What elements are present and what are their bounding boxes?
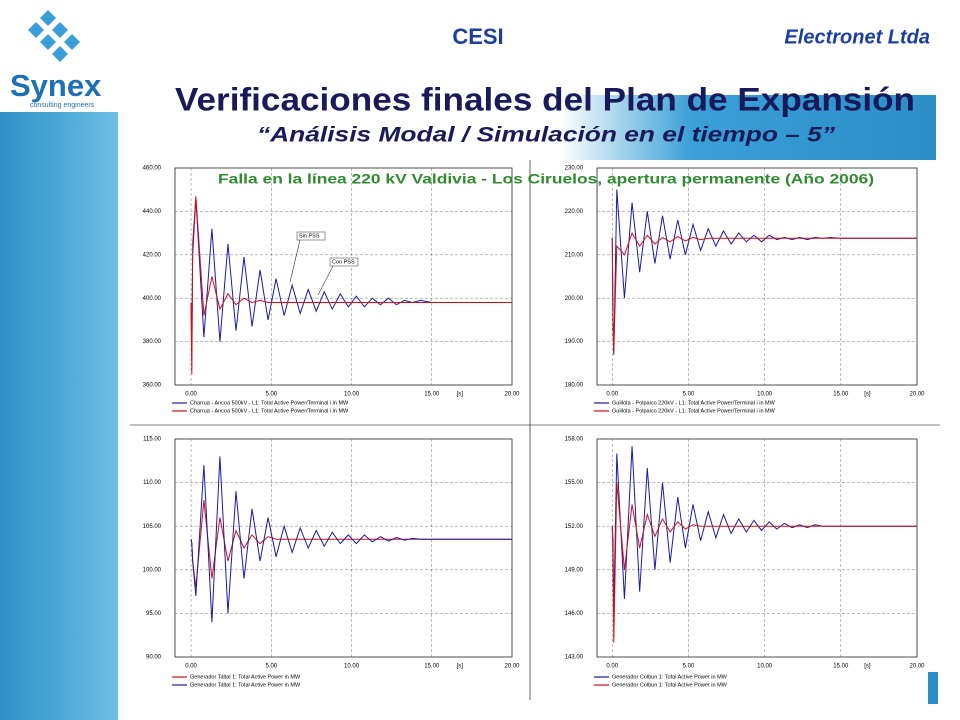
y-tick-label: 190.00 — [565, 339, 584, 345]
y-tick-label: 158.00 — [565, 437, 584, 443]
legend-label: Guillota - Polpaico 220kV - L1: Total Ac… — [612, 400, 776, 406]
y-tick-label: 360.00 — [143, 383, 162, 389]
x-tick-label: 5.00 — [683, 392, 695, 398]
x-tick-label: 0.00 — [606, 664, 618, 670]
y-tick-label: 440.00 — [143, 209, 162, 215]
charts: 360.00 380.00 400.00 420.00 440.00 460.00 0.00… — [143, 166, 926, 689]
y-tick-label: 400.00 — [143, 296, 162, 302]
y-tick-label: 155.00 — [565, 480, 584, 486]
x-tick-label: 15.00 — [833, 392, 849, 398]
x-axis-label: [s] — [457, 664, 464, 670]
left-band — [0, 112, 118, 720]
annotation-leader — [289, 239, 301, 283]
legend-label: Generador Taltal 1: Total Active Power i… — [190, 682, 301, 688]
logo-tagline: consulting engineers — [30, 102, 95, 109]
x-tick-label: 20.00 — [504, 664, 520, 670]
series-line — [611, 482, 917, 643]
legend-label: Guillota - Polpaico 220kV - L1: Total Ac… — [612, 408, 776, 414]
y-tick-label: 95.00 — [146, 611, 162, 617]
x-tick-label: 20.00 — [909, 392, 925, 398]
x-tick-label: 15.00 — [424, 392, 440, 398]
title-band — [560, 95, 936, 161]
legend-label: Charrua - Ancoa 500kV - L1: Total Active… — [190, 408, 349, 414]
x-tick-label: 10.00 — [344, 664, 360, 670]
legend-label: Generador Taltal 1: Total Active Power i… — [190, 674, 301, 680]
y-tick-label: 90.00 — [146, 655, 162, 661]
header-left: CESI — [452, 24, 503, 49]
y-tick-label: 143.00 — [565, 655, 584, 661]
annotation-box — [329, 257, 359, 267]
x-tick-label: 10.00 — [757, 664, 773, 670]
chart-caption: Falla en la línea 220 kV Valdivia - Los … — [218, 171, 874, 187]
legend-label: Charrua - Ancoa 500kV - L1: Total Active… — [190, 400, 349, 406]
y-tick-label: 200.00 — [565, 296, 584, 302]
plot-frame — [174, 438, 513, 658]
header-right: Electronet Ltda — [784, 26, 930, 48]
y-tick-label: 230.00 — [565, 166, 584, 172]
y-tick-label: 110.00 — [143, 480, 162, 486]
logo-mark — [28, 10, 80, 62]
series-line — [611, 231, 917, 351]
x-tick-label: 10.00 — [757, 392, 773, 398]
annotation: Sin PSS — [299, 233, 320, 239]
x-tick-label: 15.00 — [833, 664, 849, 670]
y-tick-label: 146.00 — [565, 611, 584, 617]
plot-frame — [174, 167, 513, 386]
y-tick-label: 180.00 — [565, 383, 584, 389]
series-line — [190, 198, 512, 359]
y-tick-label: 380.00 — [143, 339, 162, 345]
annotation-box — [296, 231, 326, 241]
y-tick-label: 105.00 — [143, 524, 162, 530]
x-tick-label: 0.00 — [185, 664, 197, 670]
legend-label: Generador Colbun 1: Total Active Power i… — [612, 674, 728, 680]
y-tick-label: 115.00 — [143, 437, 162, 443]
y-tick-label: 100.00 — [143, 567, 162, 573]
x-axis-label: [s] — [864, 664, 871, 670]
title: Verificaciones finales del Plan de Expan… — [175, 81, 915, 117]
x-tick-label: 5.00 — [265, 664, 277, 670]
subtitle: “Análisis Modal / Simulación en el tiemp… — [257, 124, 836, 147]
series-line — [190, 196, 512, 375]
annotation: Con PSS — [332, 259, 355, 265]
x-tick-label: 0.00 — [185, 392, 197, 398]
x-tick-label: 15.00 — [424, 664, 440, 670]
x-axis-label: [s] — [864, 392, 871, 398]
legend-label: Generador Colbun 1: Total Active Power i… — [612, 682, 728, 688]
x-tick-label: 0.00 — [606, 392, 618, 398]
annotation-leader — [317, 265, 334, 296]
x-tick-label: 5.00 — [265, 392, 277, 398]
y-tick-label: 149.00 — [565, 567, 584, 573]
logo-text: Synex — [10, 68, 102, 103]
x-tick-label: 10.00 — [344, 392, 360, 398]
y-tick-label: 460.00 — [143, 166, 162, 172]
x-tick-label: 20.00 — [909, 664, 925, 670]
y-tick-label: 210.00 — [565, 252, 584, 258]
x-tick-label: 20.00 — [504, 392, 520, 398]
y-tick-label: 220.00 — [565, 209, 584, 215]
corner-block — [928, 672, 938, 704]
y-tick-label: 420.00 — [143, 252, 162, 258]
series-line — [190, 456, 512, 623]
x-tick-label: 5.00 — [683, 664, 695, 670]
x-axis-label: [s] — [457, 392, 464, 398]
y-tick-label: 152.00 — [565, 524, 584, 530]
